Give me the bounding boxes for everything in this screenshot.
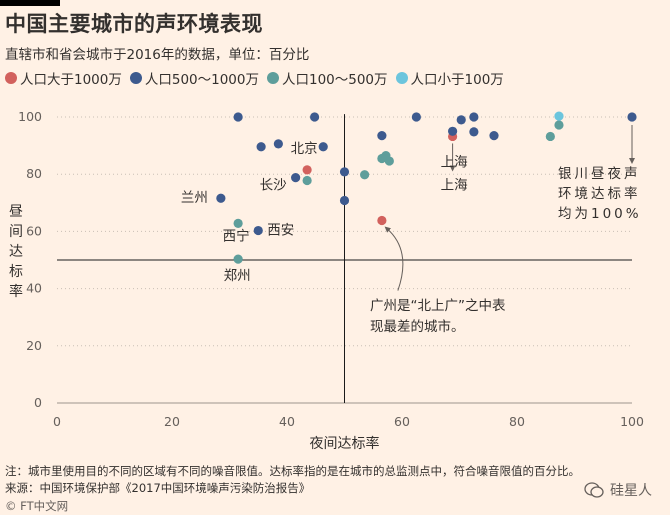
city-label: 长沙 — [260, 178, 287, 194]
x-tick-label: 100 — [620, 414, 644, 429]
y-axis-title-char: 达 — [9, 244, 23, 260]
legend: 人口大于1000万 人口500～1000万 人口100～500万 人口小于100… — [5, 68, 512, 88]
brand-bar — [0, 0, 60, 6]
copyright: © FT中文网 — [5, 499, 69, 513]
annotation-yinchuan-line: 银川昼夜声 — [558, 166, 641, 182]
legend-item-gt10m: 人口大于1000万 — [5, 68, 122, 88]
chart-subtitle: 直辖市和省会城市于2016年的数据，单位：百分比 — [5, 47, 310, 63]
wechat-icon — [584, 482, 604, 498]
watermark: 硅星人 — [584, 480, 652, 500]
arrow-guangzhou — [384, 226, 404, 291]
x-tick-label: 80 — [509, 414, 525, 429]
data-point — [489, 130, 499, 141]
x-tick-label: 0 — [53, 414, 61, 429]
data-point — [469, 112, 479, 122]
data-point — [302, 175, 312, 186]
data-point — [554, 120, 564, 130]
legend-swatch — [129, 72, 142, 84]
x-tick-label: 20 — [164, 414, 180, 429]
data-point — [233, 218, 243, 228]
data-point — [554, 111, 564, 121]
data-point — [339, 167, 350, 177]
data-point — [377, 215, 387, 226]
legend-swatch — [266, 72, 279, 84]
data-point — [469, 127, 479, 137]
y-tick-label: 60 — [26, 223, 42, 238]
data-point — [318, 142, 328, 152]
data-point — [310, 112, 320, 122]
legend-label: 人口100～500万 — [281, 72, 388, 88]
data-point — [339, 195, 350, 206]
legend-item-5m-10m: 人口500～1000万 — [129, 68, 259, 88]
data-point — [291, 173, 301, 183]
city-label: 上海 — [441, 154, 468, 170]
legend-swatch — [395, 72, 408, 84]
x-tick-label: 40 — [279, 414, 295, 429]
data-point — [302, 165, 312, 175]
watermark-text: 硅星人 — [610, 483, 652, 499]
data-point — [456, 115, 466, 125]
axis-ticks: 0 20 40 60 80 100 0 20 40 60 80 100 — [18, 109, 644, 429]
city-label: 西安 — [267, 223, 294, 239]
annotation-guangzhou-line: 现最差的城市。 — [370, 318, 465, 335]
y-axis-title-char: 昼 — [9, 204, 23, 220]
annotation-shanghai: 上海 — [441, 177, 468, 193]
footnote: 注：城市里使用目的不同的区域有不同的噪音限值。达标率指的是在城市的总监测点中，符… — [5, 464, 580, 478]
data-point — [273, 139, 283, 149]
data-point — [448, 126, 458, 136]
data-points — [216, 111, 637, 264]
data-point — [233, 112, 243, 122]
legend-item-lt1m: 人口小于100万 — [395, 68, 504, 88]
legend-label: 人口大于1000万 — [20, 72, 122, 88]
annotation-yinchuan-line: 均为100% — [558, 206, 642, 222]
y-tick-label: 100 — [18, 109, 42, 124]
source-line: 来源：中国环境保护部《2017中国环境噪声污染防治报告》 — [5, 481, 311, 495]
data-point — [233, 254, 243, 264]
city-label: 兰州 — [181, 190, 208, 206]
x-tick-label: 60 — [394, 414, 410, 429]
x-axis-title: 夜间达标率 — [310, 435, 380, 452]
y-tick-label: 40 — [26, 281, 42, 296]
data-point — [256, 142, 266, 152]
data-point — [545, 131, 555, 142]
data-point — [216, 193, 226, 203]
data-point — [360, 170, 370, 180]
legend-label: 人口小于100万 — [410, 72, 504, 88]
legend-swatch — [5, 72, 17, 84]
y-tick-label: 80 — [26, 166, 42, 181]
data-point — [627, 112, 637, 122]
y-axis-title-char: 率 — [9, 283, 23, 300]
data-point — [377, 130, 387, 141]
data-point — [253, 225, 263, 236]
y-axis-title: 昼间达标率 — [9, 204, 23, 300]
annotation-arrows — [384, 125, 635, 291]
chart-title: 中国主要城市的声环境表现 — [5, 12, 263, 36]
y-tick-label: 20 — [26, 338, 42, 353]
annotation-yinchuan-line: 环境达标率 — [558, 185, 641, 202]
y-axis-title-char: 间 — [9, 224, 23, 240]
reference-lines — [57, 114, 632, 403]
annotation-guangzhou-line: 广州是“北上广”之中表 — [370, 298, 506, 314]
legend-label: 人口500～1000万 — [144, 72, 259, 88]
city-label: 西宁 — [223, 227, 250, 244]
y-axis-title-char: 标 — [9, 264, 23, 280]
data-point — [384, 156, 394, 166]
city-label: 郑州 — [224, 268, 251, 284]
legend-item-1m-5m: 人口100～500万 — [266, 68, 388, 88]
data-point — [411, 112, 421, 122]
y-tick-label: 0 — [34, 395, 42, 410]
city-label: 北京 — [291, 141, 318, 157]
